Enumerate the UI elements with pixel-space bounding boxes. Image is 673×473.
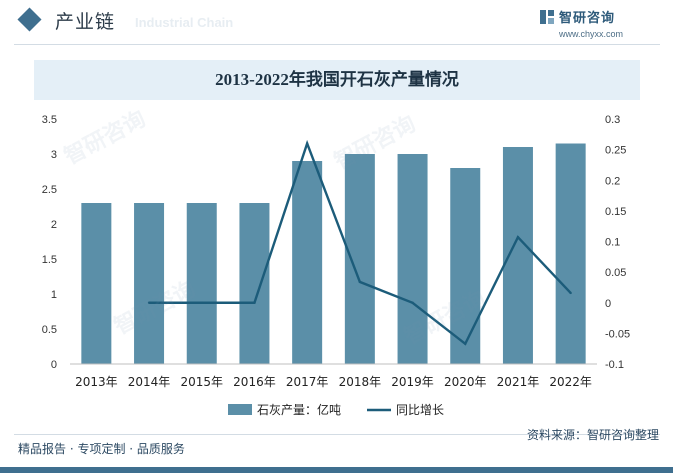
- bar: [292, 161, 323, 364]
- left-axis-tick-label: 3: [51, 149, 57, 161]
- bar: [502, 147, 533, 364]
- right-axis-tick-label: -0.05: [605, 328, 630, 340]
- x-axis-tick-label: 2019年: [391, 375, 434, 389]
- legend-swatch-bar: [228, 404, 252, 415]
- bar: [344, 154, 375, 364]
- line-point: [464, 342, 467, 345]
- footer: 精品报告 · 专项定制 · 品质服务 资料来源：智研咨询整理: [0, 424, 673, 473]
- header-bar: Industrial Chain 产业链 智研咨询 www.chyxx.com: [0, 0, 673, 46]
- bar: [450, 168, 481, 364]
- legend-label-line: 同比增长: [396, 403, 444, 417]
- bar: [397, 154, 428, 364]
- line-point: [200, 301, 203, 304]
- chart-title-band: 2013-2022年我国开石灰产量情况: [34, 60, 640, 100]
- x-axis-tick-label: 2021年: [497, 375, 540, 389]
- bar: [81, 203, 112, 364]
- chart-title: 2013-2022年我国开石灰产量情况: [215, 70, 459, 89]
- line-point: [253, 301, 256, 304]
- right-axis-tick-label: 0.2: [605, 175, 620, 187]
- footer-source: 资料来源：智研咨询整理: [526, 428, 659, 442]
- bar: [134, 203, 165, 364]
- x-axis-tick-label: 2016年: [233, 375, 276, 389]
- bar: [186, 203, 217, 364]
- line-point: [411, 301, 414, 304]
- line-point: [516, 236, 520, 239]
- logo-text: 智研咨询: [559, 11, 616, 26]
- right-axis-tick-label: 0.15: [605, 206, 626, 218]
- x-axis-tick-label: 2020年: [444, 375, 487, 389]
- section-title-en: Industrial Chain: [135, 15, 234, 30]
- line-point: [147, 301, 151, 304]
- right-axis-tick-label: 0.25: [605, 145, 626, 157]
- left-axis-tick-label: 2.5: [42, 184, 57, 196]
- right-axis-tick-label: 0: [605, 298, 611, 310]
- x-axis-tick-label: 2022年: [549, 375, 592, 389]
- right-axis-tick-label: -0.1: [605, 359, 624, 371]
- logo-url: www.chyxx.com: [559, 29, 624, 39]
- x-axis-tick-label: 2018年: [339, 375, 382, 389]
- bar: [555, 143, 586, 364]
- right-axis-tick-label: 0.05: [605, 267, 626, 279]
- legend-label-bar: 石灰产量：亿吨: [257, 402, 341, 417]
- x-axis-tick-label: 2015年: [180, 375, 223, 389]
- line-point: [358, 280, 362, 284]
- left-axis-tick-label: 1: [51, 289, 57, 301]
- x-axis-tick-label: 2017年: [286, 375, 329, 389]
- right-axis-tick-label: 0.1: [605, 237, 620, 249]
- footer-tagline: 精品报告 · 专项定制 · 品质服务: [18, 442, 185, 456]
- line-point: [569, 291, 572, 295]
- left-axis-tick-label: 2: [51, 219, 57, 231]
- left-axis-tick-label: 3.5: [42, 114, 57, 126]
- left-axis-tick-label: 0.5: [42, 324, 57, 336]
- x-axis-tick-label: 2013年: [75, 375, 118, 389]
- right-axis-tick-label: 0.3: [605, 114, 620, 126]
- logo-icon: [540, 10, 554, 24]
- x-axis-tick-label: 2014年: [128, 375, 171, 389]
- left-axis-tick-label: 0: [51, 359, 57, 371]
- footer-divider: [14, 434, 660, 435]
- left-axis-tick-label: 1.5: [42, 254, 57, 266]
- header-divider: [14, 44, 660, 45]
- brand-logo: 智研咨询 www.chyxx.com: [539, 6, 659, 46]
- section-title: 产业链: [55, 11, 116, 33]
- line-point: [305, 142, 309, 145]
- bar: [239, 203, 270, 364]
- footer-stripe: [0, 467, 673, 473]
